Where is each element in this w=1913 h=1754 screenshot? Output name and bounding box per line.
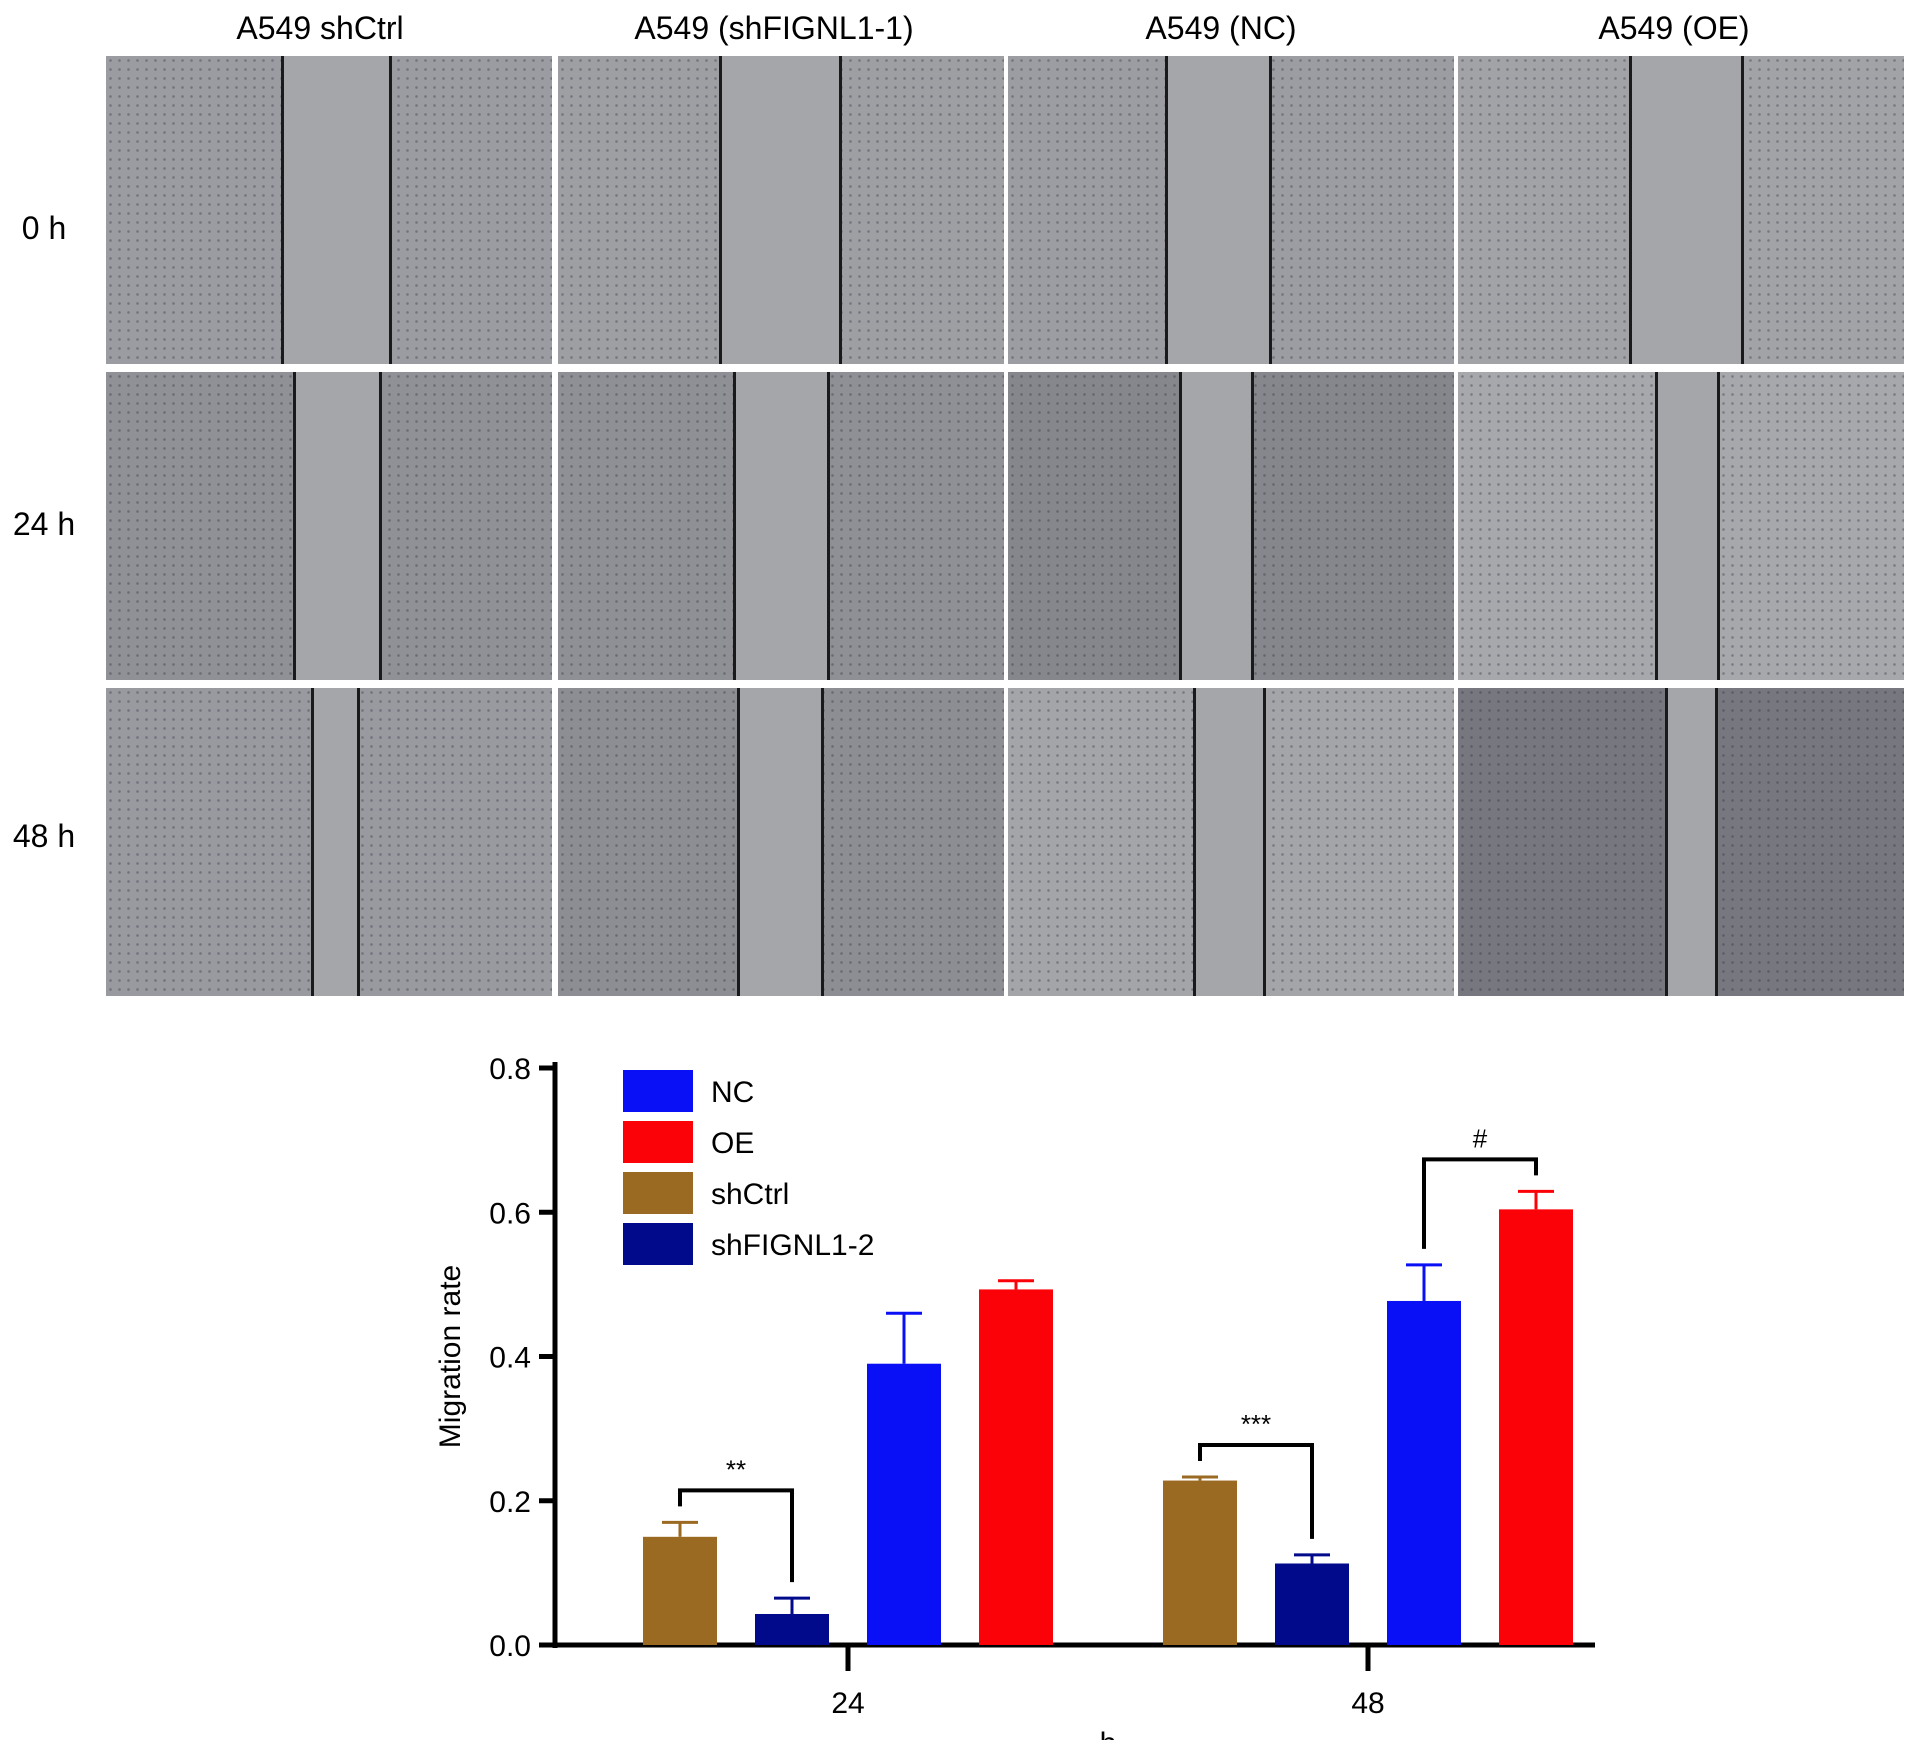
scratch-edge-line bbox=[389, 56, 392, 364]
scratch-edge-line bbox=[1665, 688, 1668, 996]
micrograph-shctrl-48h bbox=[106, 688, 552, 996]
column-title-oe: A549 (OE) bbox=[1598, 10, 1750, 46]
scratch-edge-line bbox=[1655, 372, 1658, 680]
bar-oe-48 bbox=[1499, 1209, 1573, 1645]
scratch-edge-line bbox=[281, 56, 284, 364]
scratch-edge-line bbox=[827, 372, 830, 680]
scratch-edge-line bbox=[1715, 688, 1718, 996]
micrograph-shfignl1-1-48h bbox=[558, 688, 1004, 996]
significance-label: ** bbox=[726, 1454, 746, 1484]
scratch-gap bbox=[1180, 372, 1252, 680]
scratch-edge-line bbox=[1193, 688, 1196, 996]
bar-shctrl-48 bbox=[1163, 1480, 1237, 1645]
row-label-24h: 24 h bbox=[12, 506, 76, 542]
significance-label: *** bbox=[1241, 1409, 1271, 1439]
scratch-gap bbox=[312, 688, 358, 996]
scratch-edge-line bbox=[1629, 56, 1632, 364]
bar-shctrl-24 bbox=[643, 1536, 717, 1645]
micrograph-shfignl1-1-0h bbox=[558, 56, 1004, 364]
scratch-edge-line bbox=[1269, 56, 1272, 364]
significance-bracket bbox=[678, 1488, 794, 1583]
scratch-edge-line bbox=[719, 56, 722, 364]
x-tick-label: 24 bbox=[831, 1687, 864, 1720]
row-label-0h: 0 h bbox=[21, 210, 67, 246]
y-tick-label: 0.2 bbox=[489, 1486, 531, 1519]
scratch-gap bbox=[1166, 56, 1270, 364]
scratch-edge-line bbox=[311, 688, 314, 996]
significance-bracket bbox=[1198, 1442, 1314, 1539]
scratch-gap bbox=[1666, 688, 1716, 996]
scratch-edge-line bbox=[1263, 688, 1266, 996]
micrograph-shfignl1-1-24h bbox=[558, 372, 1004, 680]
legend-label-oe: OE bbox=[711, 1127, 754, 1160]
scratch-edge-line bbox=[1179, 372, 1182, 680]
scratch-edge-line bbox=[1717, 372, 1720, 680]
scratch-gap bbox=[734, 372, 828, 680]
micrograph-nc-0h bbox=[1008, 56, 1454, 364]
scratch-gap bbox=[282, 56, 390, 364]
y-tick-label: 0.4 bbox=[489, 1342, 531, 1375]
bar-shfignl1-2-24 bbox=[755, 1613, 829, 1645]
x-axis-label: h bbox=[1100, 1727, 1117, 1740]
significance-bracket bbox=[1422, 1157, 1538, 1249]
bar-nc-24 bbox=[867, 1363, 941, 1645]
y-axis-label: Migration rate bbox=[434, 1265, 467, 1448]
scratch-edge-line bbox=[357, 688, 360, 996]
scratch-gap bbox=[1630, 56, 1742, 364]
legend-swatch-nc bbox=[623, 1070, 693, 1112]
scratch-edge-line bbox=[839, 56, 842, 364]
scratch-edge-line bbox=[733, 372, 736, 680]
scratch-edge-line bbox=[737, 688, 740, 996]
legend-label-shctrl: shCtrl bbox=[711, 1178, 789, 1211]
scratch-edge-line bbox=[821, 688, 824, 996]
micrograph-oe-0h bbox=[1458, 56, 1904, 364]
column-title-shfignl1-1: A549 (shFIGNL1-1) bbox=[634, 10, 914, 46]
legend-label-nc: NC bbox=[711, 1076, 754, 1109]
scratch-edge-line bbox=[1165, 56, 1168, 364]
micrograph-oe-24h bbox=[1458, 372, 1904, 680]
migration-rate-bar-chart: 0.0 0.2 0.4 0.6 0.8 Migration rate 24 48 h NC OE s… bbox=[434, 1053, 1595, 1740]
significance-label: # bbox=[1473, 1123, 1488, 1153]
scratch-edge-line bbox=[1251, 372, 1254, 680]
legend-swatch-shctrl bbox=[623, 1172, 693, 1214]
scratch-gap bbox=[294, 372, 380, 680]
y-tick-label: 0.0 bbox=[489, 1630, 531, 1663]
micrograph-nc-48h bbox=[1008, 688, 1454, 996]
scratch-gap bbox=[738, 688, 822, 996]
bar-nc-48 bbox=[1387, 1300, 1461, 1645]
scratch-edge-line bbox=[379, 372, 382, 680]
y-tick-label: 0.8 bbox=[489, 1053, 531, 1086]
micrograph-shctrl-0h bbox=[106, 56, 552, 364]
y-tick-label: 0.6 bbox=[489, 1197, 531, 1230]
micrograph-shctrl-24h bbox=[106, 372, 552, 680]
bar-oe-24 bbox=[979, 1289, 1053, 1645]
bar-shfignl1-2-48 bbox=[1275, 1563, 1349, 1645]
column-title-nc: A549 (NC) bbox=[1145, 10, 1297, 46]
legend-swatch-shfignl1-2 bbox=[623, 1223, 693, 1265]
legend-swatch-oe bbox=[623, 1121, 693, 1163]
scratch-edge-line bbox=[1741, 56, 1744, 364]
micrograph-nc-24h bbox=[1008, 372, 1454, 680]
scratch-gap bbox=[1656, 372, 1718, 680]
scratch-gap bbox=[720, 56, 840, 364]
x-tick-label: 48 bbox=[1351, 1687, 1384, 1720]
scratch-edge-line bbox=[293, 372, 296, 680]
column-title-shctrl: A549 shCtrl bbox=[236, 10, 404, 46]
micrograph-oe-48h bbox=[1458, 688, 1904, 996]
scratch-gap bbox=[1194, 688, 1264, 996]
row-label-48h: 48 h bbox=[12, 818, 76, 854]
legend-label-shfignl1-2: shFIGNL1-2 bbox=[711, 1229, 874, 1262]
